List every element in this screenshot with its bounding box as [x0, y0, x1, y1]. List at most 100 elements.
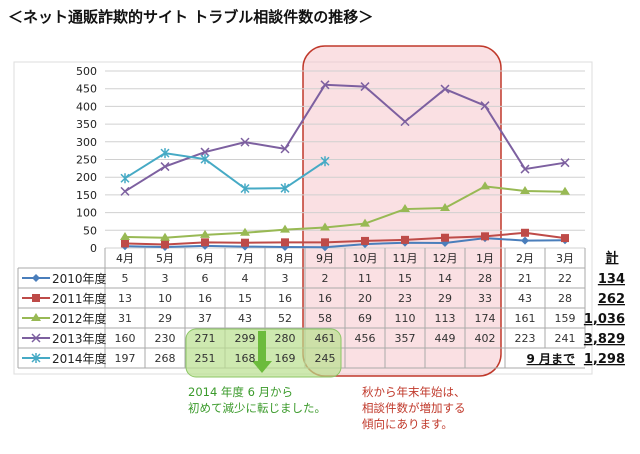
data-label: 113: [435, 312, 456, 325]
legend-label: 2010年度: [52, 271, 107, 286]
data-label: 268: [155, 352, 176, 365]
triangle-marker: [280, 224, 290, 233]
data-label: 251: [195, 352, 216, 365]
total-value: 1,298: [584, 352, 625, 367]
star-marker: [31, 353, 41, 363]
data-label: 29: [438, 292, 452, 305]
y-tick-label: 0: [90, 242, 97, 255]
data-label: 168: [235, 352, 256, 365]
data-label: 11: [358, 272, 372, 285]
data-label: 22: [558, 272, 572, 285]
x-marker: [560, 158, 570, 168]
data-label: 6: [202, 272, 209, 285]
data-label: 223: [515, 332, 536, 345]
data-label: 271: [195, 332, 216, 345]
data-label: 280: [275, 332, 296, 345]
data-label: 230: [155, 332, 176, 345]
x-tick-label: 5月: [156, 252, 174, 265]
data-label: 110: [395, 312, 416, 325]
y-tick-label: 400: [76, 100, 97, 113]
square-marker: [281, 238, 289, 247]
x-tick-label: 3月: [556, 252, 574, 265]
data-label: 456: [355, 332, 376, 345]
x-tick-label: 11月: [393, 252, 418, 265]
data-label: 3: [162, 272, 169, 285]
annotation-line: 初めて減少に転じました。: [188, 401, 326, 415]
y-tick-label: 500: [76, 65, 97, 78]
total-value: 262: [598, 292, 625, 307]
total-header: 計: [605, 250, 618, 266]
data-label: 159: [555, 312, 576, 325]
triangle-marker: [160, 232, 170, 241]
data-label: 58: [318, 312, 332, 325]
data-label: 2: [322, 272, 329, 285]
annotation-line: 傾向にあります。: [362, 417, 453, 431]
data-label: 161: [515, 312, 536, 325]
x-tick-label: 6月: [196, 252, 214, 265]
star-marker: [120, 173, 130, 184]
star-marker: [240, 183, 250, 194]
data-label: 461: [315, 332, 336, 345]
square-marker: [361, 236, 369, 245]
triangle-marker: [360, 218, 370, 227]
square-marker: [481, 232, 489, 241]
total-prefix: 9 月まで: [526, 352, 575, 366]
annotation-line: 2014 年度 6 月から: [188, 385, 294, 399]
legend-label: 2014年度: [52, 351, 107, 366]
data-label: 52: [278, 312, 292, 325]
page-title: ＜ネット通販詐欺的サイト トラブル相談件数の推移＞: [8, 8, 374, 26]
annotation-green: 2014 年度 6 月から 初めて減少に転じました。: [188, 384, 326, 416]
x-tick-label: 7月: [236, 252, 254, 265]
data-label: 43: [518, 292, 532, 305]
data-label: 37: [198, 312, 212, 325]
y-tick-label: 150: [76, 189, 97, 202]
square-marker: [521, 228, 529, 237]
data-label: 20: [358, 292, 372, 305]
triangle-marker: [240, 227, 250, 236]
y-tick-label: 300: [76, 136, 97, 149]
x-marker: [280, 144, 290, 154]
star-marker: [320, 156, 330, 167]
x-marker: [440, 84, 450, 94]
data-label: 160: [115, 332, 136, 345]
data-label: 28: [478, 272, 492, 285]
square-marker: [161, 240, 169, 249]
square-marker: [561, 234, 569, 243]
x-tick-label: 12月: [433, 252, 458, 265]
data-label: 4: [242, 272, 249, 285]
annotation-line: 相談件数が増加する: [362, 401, 466, 415]
triangle-marker: [120, 232, 130, 241]
data-label: 69: [358, 312, 372, 325]
x-tick-label: 8月: [276, 252, 294, 265]
data-label: 14: [438, 272, 452, 285]
data-label: 449: [435, 332, 456, 345]
total-value: 3,829: [584, 332, 625, 347]
star-marker: [200, 154, 210, 165]
triangle-marker: [200, 229, 210, 238]
x-marker: [240, 137, 250, 147]
data-label: 16: [278, 292, 292, 305]
x-tick-label: 10月: [353, 252, 378, 265]
data-label: 23: [398, 292, 412, 305]
series-line: [124, 185, 566, 239]
x-marker: [360, 82, 370, 92]
y-tick-label: 250: [76, 154, 97, 167]
data-label: 43: [238, 312, 252, 325]
data-label: 16: [318, 292, 332, 305]
total-value: 134: [598, 272, 625, 287]
data-label: 174: [475, 312, 496, 325]
data-label: 241: [555, 332, 576, 345]
y-tick-label: 200: [76, 171, 97, 184]
square-marker: [201, 238, 209, 247]
x-marker: [520, 164, 530, 174]
data-label: 245: [315, 352, 336, 365]
data-label: 197: [115, 352, 136, 365]
data-label: 31: [118, 312, 132, 325]
square-marker: [121, 239, 129, 248]
data-label: 16: [198, 292, 212, 305]
x-marker: [480, 101, 490, 111]
data-label: 299: [235, 332, 256, 345]
x-tick-label: 1月: [476, 252, 494, 265]
square-marker: [32, 294, 40, 302]
